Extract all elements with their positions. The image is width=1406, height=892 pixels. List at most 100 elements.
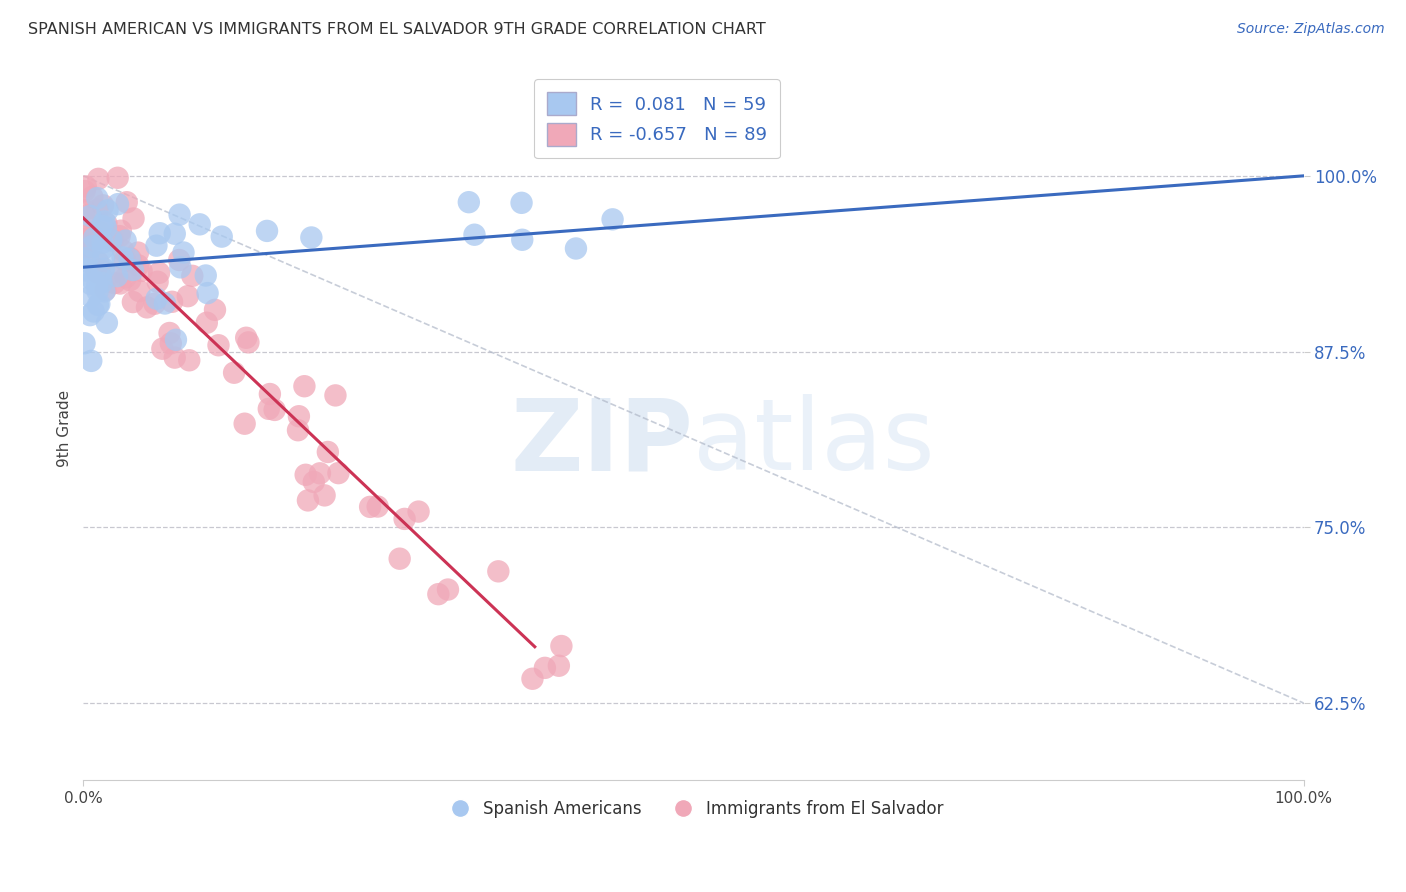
Point bbox=[143, 297, 166, 311]
Point bbox=[259, 387, 281, 401]
Point bbox=[87, 255, 110, 269]
Point bbox=[91, 235, 114, 250]
Point bbox=[93, 261, 115, 276]
Point bbox=[486, 565, 509, 579]
Point bbox=[150, 342, 173, 356]
Text: Source: ZipAtlas.com: Source: ZipAtlas.com bbox=[1237, 22, 1385, 37]
Point bbox=[90, 276, 112, 290]
Point bbox=[145, 292, 167, 306]
Point bbox=[96, 316, 118, 330]
Point bbox=[173, 245, 195, 260]
Point bbox=[91, 219, 114, 233]
Point bbox=[111, 251, 134, 265]
Point bbox=[89, 226, 111, 240]
Point bbox=[408, 505, 430, 519]
Point bbox=[100, 233, 122, 247]
Point bbox=[86, 202, 108, 217]
Point bbox=[195, 316, 218, 330]
Point bbox=[294, 467, 316, 482]
Point bbox=[309, 467, 332, 481]
Point bbox=[73, 336, 96, 351]
Point bbox=[87, 298, 110, 312]
Point bbox=[120, 252, 142, 266]
Point bbox=[359, 500, 381, 514]
Point bbox=[263, 403, 285, 417]
Point bbox=[297, 493, 319, 508]
Point bbox=[122, 263, 145, 277]
Point bbox=[177, 289, 200, 303]
Point bbox=[82, 190, 104, 204]
Point bbox=[107, 170, 129, 185]
Text: ZIP: ZIP bbox=[510, 394, 693, 491]
Point bbox=[80, 277, 103, 292]
Point bbox=[204, 302, 226, 317]
Point bbox=[75, 254, 97, 268]
Point bbox=[288, 409, 311, 424]
Point bbox=[181, 268, 204, 283]
Point bbox=[328, 466, 350, 480]
Point bbox=[96, 217, 118, 231]
Point bbox=[233, 417, 256, 431]
Point bbox=[197, 286, 219, 301]
Point bbox=[103, 276, 125, 290]
Point bbox=[299, 230, 322, 244]
Point bbox=[194, 268, 217, 283]
Point bbox=[73, 203, 96, 218]
Point bbox=[169, 208, 191, 222]
Point bbox=[83, 231, 105, 245]
Point bbox=[79, 209, 101, 223]
Point bbox=[86, 285, 108, 299]
Point bbox=[148, 266, 170, 280]
Point bbox=[367, 500, 389, 514]
Point bbox=[188, 217, 211, 231]
Point bbox=[79, 308, 101, 322]
Point bbox=[76, 251, 98, 265]
Point bbox=[153, 296, 176, 310]
Point bbox=[87, 172, 110, 186]
Point bbox=[75, 263, 97, 277]
Point bbox=[82, 273, 104, 287]
Point bbox=[75, 261, 97, 276]
Point bbox=[105, 269, 128, 284]
Point bbox=[122, 211, 145, 226]
Point bbox=[325, 388, 347, 402]
Point bbox=[169, 260, 191, 275]
Point bbox=[87, 266, 110, 280]
Point bbox=[73, 209, 96, 223]
Point bbox=[86, 277, 108, 292]
Point bbox=[86, 191, 108, 205]
Point bbox=[510, 195, 533, 210]
Point bbox=[93, 214, 115, 228]
Point bbox=[160, 294, 183, 309]
Point bbox=[224, 366, 246, 380]
Point bbox=[427, 587, 450, 601]
Legend: Spanish Americans, Immigrants from El Salvador: Spanish Americans, Immigrants from El Sa… bbox=[436, 793, 950, 825]
Point bbox=[131, 264, 153, 278]
Point bbox=[96, 203, 118, 218]
Point bbox=[127, 245, 149, 260]
Point bbox=[159, 326, 181, 340]
Point bbox=[77, 231, 100, 245]
Point bbox=[534, 661, 557, 675]
Point bbox=[388, 551, 411, 566]
Point bbox=[84, 264, 107, 278]
Point bbox=[235, 331, 257, 345]
Point bbox=[547, 658, 569, 673]
Point bbox=[83, 228, 105, 243]
Point bbox=[100, 266, 122, 280]
Point bbox=[257, 401, 280, 416]
Point bbox=[118, 252, 141, 266]
Point bbox=[302, 475, 325, 489]
Point bbox=[165, 333, 187, 347]
Point bbox=[149, 226, 172, 240]
Point bbox=[122, 295, 145, 310]
Point bbox=[91, 198, 114, 212]
Point bbox=[80, 354, 103, 368]
Point bbox=[145, 238, 167, 252]
Text: atlas: atlas bbox=[693, 394, 935, 491]
Point bbox=[87, 232, 110, 246]
Point bbox=[114, 253, 136, 268]
Point bbox=[287, 423, 309, 437]
Point bbox=[120, 273, 142, 287]
Point bbox=[457, 195, 479, 210]
